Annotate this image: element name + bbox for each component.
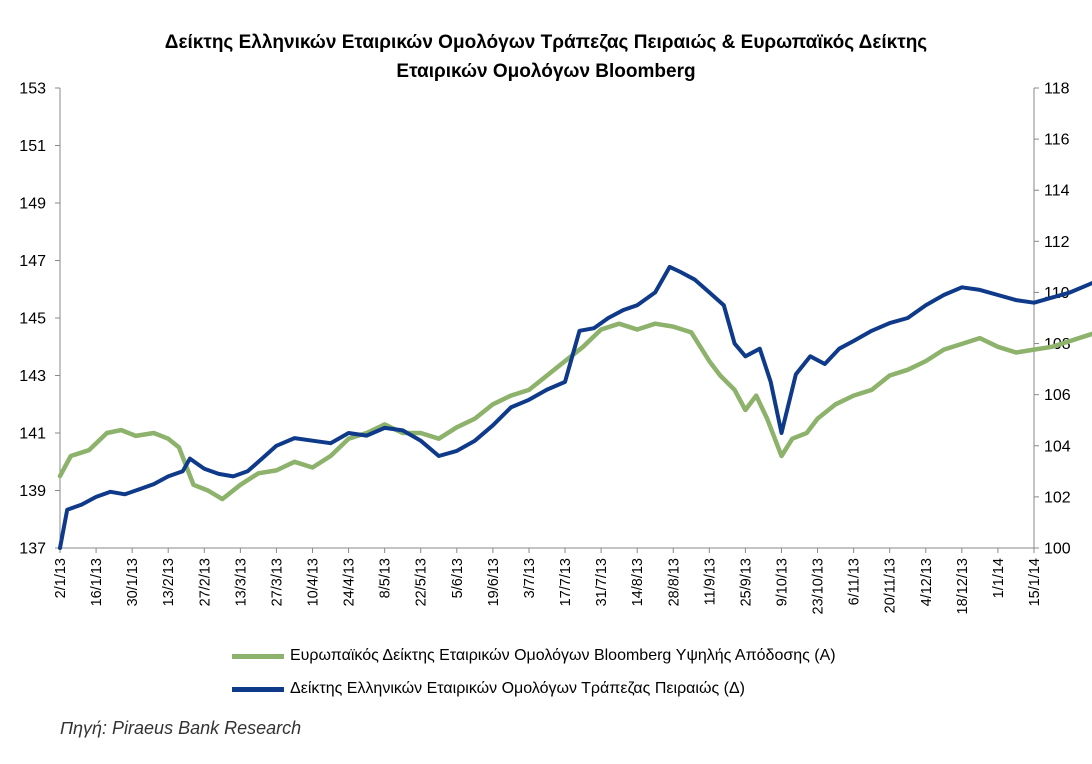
y-left-tick-label: 151	[19, 138, 46, 155]
y-right-tick-label: 112	[1044, 234, 1070, 251]
x-tick-label: 25/9/13	[738, 558, 754, 606]
legend-swatch-european-index	[232, 653, 284, 659]
series-layer	[57, 264, 1092, 550]
y-left-tick-label: 141	[19, 426, 46, 443]
chart-title: Δείκτης Ελληνικών Εταιρικών Ομολόγων Τρά…	[0, 28, 1092, 86]
legend-label-greek-index: Δείκτης Ελληνικών Εταιρικών Ομολόγων Τρά…	[290, 680, 745, 697]
x-tick-label: 24/4/13	[342, 558, 358, 606]
x-tick-label: 3/7/13	[522, 558, 538, 598]
x-tick-label: 2/1/13	[53, 558, 69, 598]
x-tick-label: 27/3/13	[269, 558, 285, 606]
x-tick-label: 20/11/13	[883, 558, 899, 613]
x-tick-label: 27/2/13	[197, 558, 213, 606]
x-tick-label: 5/6/13	[450, 558, 466, 598]
x-tick-label: 17/7/13	[558, 558, 574, 606]
y-right-tick-label: 102	[1044, 489, 1071, 506]
y-left-tick-label: 137	[19, 541, 46, 558]
y-right-tick-label: 114	[1044, 183, 1070, 200]
x-tick-label: 23/10/13	[811, 558, 827, 614]
x-tick-label: 18/12/13	[955, 558, 971, 614]
chart-title-line-1: Δείκτης Ελληνικών Εταιρικών Ομολόγων Τρά…	[164, 32, 928, 53]
chart-title-line-2: Εταιρικών Ομολόγων Bloomberg	[396, 61, 696, 82]
x-tick-label: 11/9/13	[702, 558, 718, 605]
x-tick-label: 1/1/14	[991, 558, 1007, 598]
x-tick-label: 10/4/13	[306, 558, 322, 606]
x-tick-label: 8/5/13	[378, 558, 394, 598]
legend-label-european-index: Ευρωπαϊκός Δείκτης Εταιρικών Ομολόγων Bl…	[290, 647, 836, 664]
legend-item-greek-index: Δείκτης Ελληνικών Εταιρικών Ομολόγων Τρά…	[232, 680, 745, 698]
source-note: Πηγή: Piraeus Bank Research	[60, 718, 302, 738]
y-right-tick-label: 106	[1044, 387, 1071, 404]
y-left-tick-label: 149	[19, 196, 46, 213]
x-tick-label: 15/1/14	[1027, 558, 1043, 606]
y-right-tick-label: 104	[1044, 438, 1071, 455]
x-tick-label: 31/7/13	[594, 558, 610, 606]
x-tick-label: 30/1/13	[125, 558, 141, 606]
x-tick-label: 13/3/13	[233, 558, 249, 606]
y-right-tick-label: 116	[1044, 132, 1070, 149]
series-line-european-index	[57, 321, 1092, 502]
x-tick-label: 9/10/13	[774, 558, 790, 606]
x-tick-label: 13/2/13	[161, 558, 177, 606]
x-tick-label: 14/8/13	[630, 558, 646, 606]
legend-swatch-greek-index	[232, 686, 284, 692]
y-left-tick-label: 139	[19, 483, 46, 500]
x-tick-label: 16/1/13	[89, 558, 105, 606]
y-left-tick-label: 153	[19, 81, 46, 98]
y-left-tick-label: 145	[19, 311, 46, 328]
x-tick-label: 22/5/13	[414, 558, 430, 606]
x-tick-label: 19/6/13	[486, 558, 502, 606]
y-left-tick-label: 147	[19, 253, 46, 270]
x-tick-label: 6/11/13	[847, 558, 863, 605]
y-left-tick-label: 143	[19, 368, 46, 385]
y-right-tick-label: 118	[1044, 81, 1070, 98]
x-tick-label: 28/8/13	[666, 558, 682, 606]
x-tick-label: 4/12/13	[919, 558, 935, 606]
series-line-greek-index	[58, 264, 1092, 550]
axes-layer: 137 139 141 143 145 147 149 151 153 100 102 104 106 1…	[19, 81, 1071, 615]
y-right-tick-label: 100	[1044, 541, 1071, 558]
legend-item-european-index: Ευρωπαϊκός Δείκτης Εταιρικών Ομολόγων Bl…	[232, 647, 836, 665]
